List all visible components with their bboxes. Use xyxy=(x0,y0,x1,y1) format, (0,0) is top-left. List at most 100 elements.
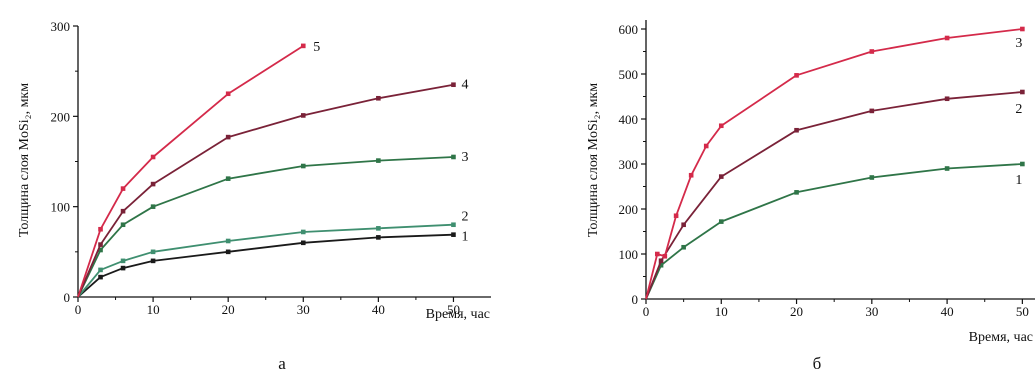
data-point xyxy=(300,240,306,246)
data-point xyxy=(658,262,664,268)
series-line-3 xyxy=(77,156,454,298)
data-point xyxy=(150,181,156,187)
x-tick-label: 20 xyxy=(790,304,803,319)
data-point xyxy=(120,222,126,228)
x-tick-label: 10 xyxy=(715,304,728,319)
series-line-4 xyxy=(77,83,454,298)
data-point xyxy=(120,258,126,264)
y-axis-label: Толщина слоя MoSi₂, мкм xyxy=(17,83,32,237)
series-line-5 xyxy=(77,45,304,298)
data-point xyxy=(120,265,126,271)
panel-label: а xyxy=(278,354,286,373)
data-point xyxy=(869,108,875,114)
x-tick-label: 30 xyxy=(865,304,878,319)
data-point xyxy=(98,242,103,247)
data-point xyxy=(225,238,231,244)
y-tick-label: 300 xyxy=(619,157,639,172)
data-point xyxy=(703,143,709,149)
series-label-3: 3 xyxy=(1015,36,1022,51)
data-point xyxy=(718,174,724,179)
data-point xyxy=(376,226,381,231)
data-point xyxy=(944,35,950,41)
data-point xyxy=(225,249,231,255)
data-point xyxy=(1020,161,1025,167)
data-point xyxy=(718,123,724,129)
data-point xyxy=(150,154,156,160)
data-point xyxy=(1020,89,1025,95)
data-point xyxy=(794,73,799,78)
data-point xyxy=(1020,26,1025,32)
series-line-1 xyxy=(645,163,1023,300)
data-point xyxy=(451,232,456,237)
x-tick-label: 20 xyxy=(222,302,235,317)
y-tick-label: 400 xyxy=(619,112,639,127)
data-point xyxy=(673,213,679,219)
x-axis-label: Время, час xyxy=(969,330,1033,345)
series-label-4: 4 xyxy=(461,78,468,93)
data-point xyxy=(225,176,231,181)
x-tick-label: 40 xyxy=(372,302,385,317)
data-point xyxy=(869,49,875,54)
data-point xyxy=(681,222,686,228)
data-point xyxy=(225,134,231,140)
data-point xyxy=(376,158,381,163)
data-point xyxy=(376,95,381,101)
series-label-1: 1 xyxy=(1015,173,1022,188)
data-point xyxy=(120,208,126,214)
y-tick-label: 100 xyxy=(51,200,71,215)
data-point xyxy=(654,251,660,257)
series-label-2: 2 xyxy=(461,210,468,225)
data-point xyxy=(300,163,306,169)
series-line-3 xyxy=(645,28,1023,300)
y-axis-label: Толщина слоя MoSi₂, мкм xyxy=(586,83,601,237)
series-label-5: 5 xyxy=(313,40,320,55)
series-line-2 xyxy=(77,223,454,298)
y-tick-label: 100 xyxy=(619,247,639,262)
y-tick-label: 0 xyxy=(64,290,71,305)
data-point xyxy=(944,166,950,171)
data-point xyxy=(451,154,456,160)
x-tick-label: 50 xyxy=(1016,304,1029,319)
data-point xyxy=(794,190,799,195)
data-point xyxy=(150,204,156,209)
data-point xyxy=(300,113,306,118)
y-tick-label: 200 xyxy=(51,109,71,124)
y-tick-label: 200 xyxy=(619,202,639,217)
x-axis-label: Время, час xyxy=(426,307,490,322)
data-point xyxy=(662,253,668,259)
data-point xyxy=(225,91,231,97)
y-tick-label: 600 xyxy=(619,22,639,37)
series-label-1: 1 xyxy=(461,230,468,245)
panel-label: б xyxy=(813,354,822,373)
data-point xyxy=(944,96,950,102)
y-tick-label: 0 xyxy=(632,292,639,307)
data-point xyxy=(98,274,103,280)
x-tick-label: 10 xyxy=(147,302,160,317)
x-tick-label: 50 xyxy=(447,302,460,317)
chart-a: 0 10 20 30 40 50 0 100 200 300 Время, час Толщина с… xyxy=(17,19,491,373)
y-tick-label: 300 xyxy=(51,19,71,34)
data-point xyxy=(300,43,306,49)
data-point xyxy=(451,222,456,228)
x-tick-label: 30 xyxy=(297,302,310,317)
data-point xyxy=(150,249,156,255)
data-point xyxy=(869,175,875,180)
data-point xyxy=(794,127,799,133)
series-label-3: 3 xyxy=(461,150,468,165)
series-line-1 xyxy=(77,233,454,298)
x-tick-label: 0 xyxy=(643,304,650,319)
y-tick-label: 500 xyxy=(619,67,639,82)
data-point xyxy=(376,235,381,240)
data-point xyxy=(150,258,156,264)
series-line-2 xyxy=(645,91,1023,300)
data-point xyxy=(681,244,686,250)
x-tick-label: 0 xyxy=(75,302,82,317)
data-point xyxy=(718,219,724,224)
data-point xyxy=(98,267,103,273)
data-point xyxy=(688,172,694,178)
data-point xyxy=(98,226,103,232)
data-point xyxy=(300,229,306,235)
data-point xyxy=(120,186,126,191)
